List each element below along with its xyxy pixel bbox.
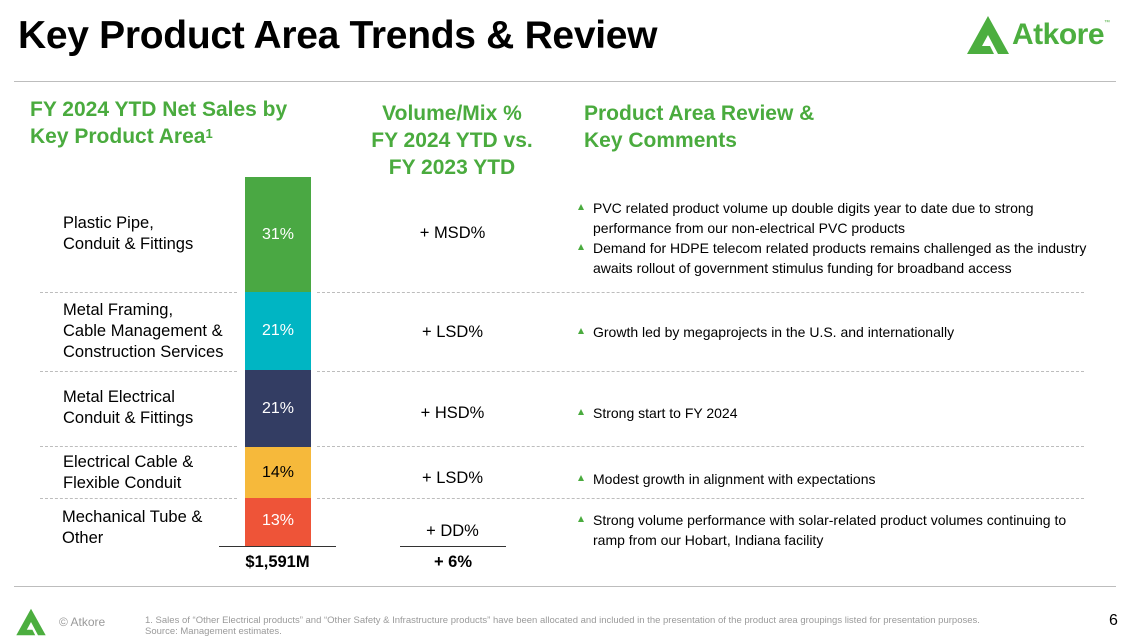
row-label-line: Construction Services [63,343,224,361]
comment-text: Modest growth in alignment with expectat… [593,471,876,487]
bar-segment-label: 14% [261,463,295,481]
bar-segment: 21% [245,292,311,370]
footnote: 1. Sales of “Other Electrical products” … [145,615,980,637]
sales-column-header: FY 2024 YTD Net Sales by Key Product Are… [30,96,350,150]
comment-text: Strong volume performance with solar-rel… [593,512,1067,548]
row-divider [40,446,237,447]
volume-mix-mechanical-tube: + DD% [426,522,479,540]
bar-segment-label: 31% [261,225,295,243]
bar-segment-label: 13% [261,512,295,529]
total-volume-mix: + 6% [433,553,473,571]
total-sales-rule [219,546,336,547]
row-divider [40,292,237,293]
slide-title: Key Product Area Trends & Review [18,14,658,57]
sales-header-text: Key Product Area [30,125,206,148]
brand-name: Atkore [1012,18,1105,51]
volume-mix-electrical-cable: + LSD% [422,469,483,487]
copyright: © Atkore [59,615,106,629]
total-net-sales: $1,591M [245,553,310,571]
row-divider [40,371,237,372]
row-label-line: Electrical Cable & [63,453,194,471]
comment-text: PVC related product volume up double dig… [593,200,1034,236]
sales-header-line2: Key Product Area1 [30,123,350,150]
net-sales-stacked-bar: 31% 21% 21% 14% 13% [245,177,311,546]
row-label-electrical-cable: Electrical Cable & Flexible Conduit [63,452,193,494]
row-divider [317,446,1084,447]
row-divider [317,498,1084,499]
page-number: 6 [1109,612,1118,629]
bar-segment: 21% [245,370,311,447]
row-divider [317,292,1084,293]
volume-header-line2: FY 2024 YTD vs. [371,129,533,152]
row-label-line: Other [62,529,104,547]
comment-bullet: Strong start to FY 2024 [578,404,1098,424]
volume-header-line3: FY 2023 YTD [388,156,516,179]
header-divider [14,81,1116,82]
row-label-metal-framing: Metal Framing, Cable Management & Constr… [63,300,223,363]
triangle-bullet-icon [578,475,584,481]
review-column-header: Product Area Review & Key Comments [584,100,904,154]
triangle-bullet-icon [578,328,584,334]
total-volume-rule [400,546,506,547]
comment-text: Demand for HDPE telecom related products… [593,240,1087,276]
row-label-line: Cable Management & [63,322,223,340]
bar-segment: 13% [245,498,311,546]
row-label-line: Plastic Pipe, [63,214,154,232]
row-label-line: Flexible Conduit [63,474,182,492]
atkore-footer-logo-icon [16,608,46,636]
row-label-line: Mechanical Tube & [62,508,203,526]
comment-text: Growth led by megaprojects in the U.S. a… [593,324,955,340]
triangle-bullet-icon [578,516,584,522]
sales-header-line1: FY 2024 YTD Net Sales by [30,98,288,121]
source-text: Source: Management estimates. [145,626,282,637]
atkore-triangle-icon [967,16,1009,54]
row-label-metal-electrical: Metal Electrical Conduit & Fittings [63,387,193,429]
row-label-line: Metal Framing, [63,301,174,319]
comment-bullet: Growth led by megaprojects in the U.S. a… [578,323,1098,343]
row-label-line: Conduit & Fittings [63,409,194,427]
row-label-mechanical-tube: Mechanical Tube & Other [62,507,202,549]
row-label-line: Conduit & Fittings [63,235,194,253]
comment-bullet: PVC related product volume up double dig… [578,199,1098,238]
comment-text: Strong start to FY 2024 [593,405,738,421]
review-header-line1: Product Area Review & [584,102,815,125]
comment-bullet: Modest growth in alignment with expectat… [578,470,1098,490]
bar-segment-label: 21% [261,399,295,417]
triangle-bullet-icon [578,409,584,415]
bar-segment: 14% [245,447,311,498]
row-divider [317,371,1084,372]
trademark-mark: ™ [1104,20,1111,26]
volume-mix-plastic-pipe: + MSD% [419,224,486,242]
row-label-plastic-pipe: Plastic Pipe, Conduit & Fittings [63,213,193,255]
footer-divider [14,586,1116,587]
bar-segment: 31% [245,177,311,292]
review-header-line2: Key Comments [584,129,737,152]
comment-bullet: Strong volume performance with solar-rel… [578,511,1098,550]
volume-column-header: Volume/Mix % FY 2024 YTD vs. FY 2023 YTD [352,100,552,181]
comment-bullet: Demand for HDPE telecom related products… [578,239,1098,278]
volume-mix-metal-electrical: + HSD% [420,404,485,422]
footnote-text: 1. Sales of “Other Electrical products” … [145,615,980,626]
bar-segment-label: 21% [261,322,295,339]
volume-mix-metal-framing: + LSD% [422,323,483,341]
footnote-marker: 1 [205,126,213,141]
triangle-bullet-icon [578,244,584,250]
triangle-bullet-icon [578,204,584,210]
row-divider [40,498,237,499]
row-label-line: Metal Electrical [63,388,175,406]
volume-header-line1: Volume/Mix % [382,102,522,125]
atkore-logo: Atkore ™ [966,14,1121,56]
